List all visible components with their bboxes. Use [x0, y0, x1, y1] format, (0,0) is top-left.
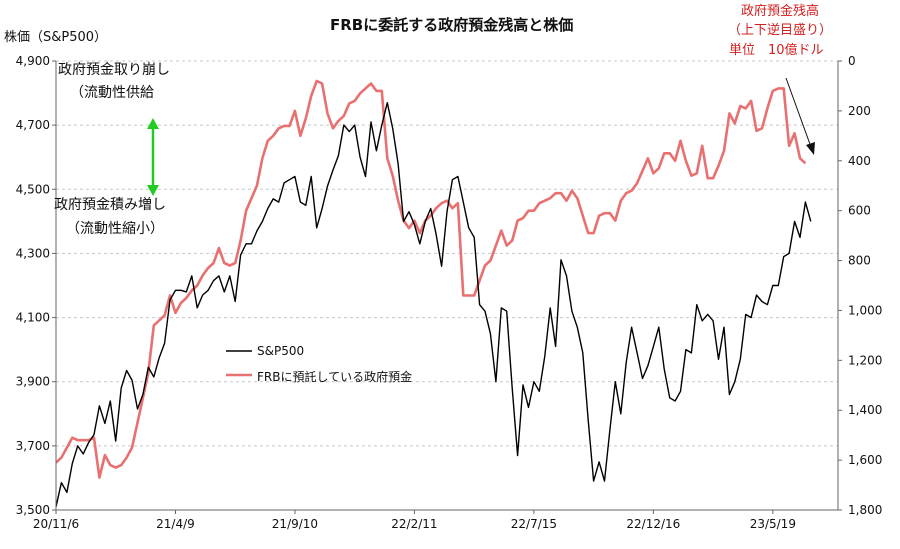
x-tick-label-6: 23/5/19: [750, 517, 796, 531]
chart-title: FRBに委託する政府預金残高と株価: [330, 16, 574, 34]
horizontal-gridlines: [56, 60, 838, 511]
annotation-withdrawal: 政府預金取り崩し: [58, 62, 170, 78]
axes: 3,500 3,700 3,900 4,100 4,300 4,500 4,700 4,900…: [16, 54, 883, 531]
x-tick-label-0: 20/11/6: [33, 517, 79, 531]
right-axis-label-line1: 政府預金残高: [741, 4, 820, 19]
series-line-sp500: [55, 101, 812, 507]
x-tick-label-4: 22/7/15: [511, 517, 557, 531]
annotation-arrows: [147, 77, 815, 196]
annotation-liquidity-contraction: （流動性縮小）: [66, 221, 164, 237]
series-lines: [55, 79, 812, 507]
x-tick-label-5: 22/12/16: [626, 517, 680, 531]
black-arrow-head: [806, 142, 815, 155]
right-tick-label-8: 1,600: [848, 453, 882, 467]
left-tick-label-3: 4,100: [16, 311, 50, 325]
right-tick-label-4: 800: [848, 254, 871, 268]
legend-label-sp500: S&P500: [257, 344, 305, 358]
right-tick-label-2: 400: [848, 154, 871, 168]
x-tick-label-2: 21/9/10: [272, 517, 318, 531]
left-tick-label-4: 4,300: [16, 246, 50, 260]
right-tick-label-1: 200: [848, 104, 871, 118]
right-tick-label-9: 1,800: [848, 503, 882, 517]
legend: [226, 350, 252, 377]
green-arrow-head-down: [147, 185, 159, 196]
series-line-government-deposits: [55, 79, 807, 479]
left-tick-label-1: 3,700: [16, 439, 50, 453]
right-axis-label-line3: 単位 10億ドル: [729, 43, 824, 58]
right-axis-label-line2: （上下逆目盛り）: [728, 23, 833, 38]
x-tick-label-3: 22/2/11: [391, 517, 437, 531]
right-tick-label-3: 600: [848, 204, 871, 218]
left-tick-label-6: 4,700: [16, 118, 50, 132]
right-tick-label-6: 1,200: [848, 353, 882, 367]
left-tick-label-2: 3,900: [16, 375, 50, 389]
green-arrow-head-up: [147, 118, 159, 129]
annotation-liquidity-supply: （流動性供給: [70, 85, 154, 101]
right-tick-label-0: 0: [848, 54, 856, 68]
right-tick-label-5: 1,000: [848, 303, 882, 317]
right-tick-label-7: 1,400: [848, 403, 882, 417]
left-tick-label-7: 4,900: [16, 54, 50, 68]
legend-label-government-deposits: FRBに預託している政府預金: [257, 370, 413, 384]
x-tick-label-1: 21/4/9: [156, 517, 195, 531]
black-arrow-shaft: [785, 77, 812, 148]
annotation-accumulation: 政府預金積み増し: [54, 197, 166, 213]
left-tick-label-0: 3,500: [16, 503, 50, 517]
left-axis-label: 株価（S&P500）: [4, 30, 108, 45]
left-tick-label-5: 4,500: [16, 182, 50, 196]
